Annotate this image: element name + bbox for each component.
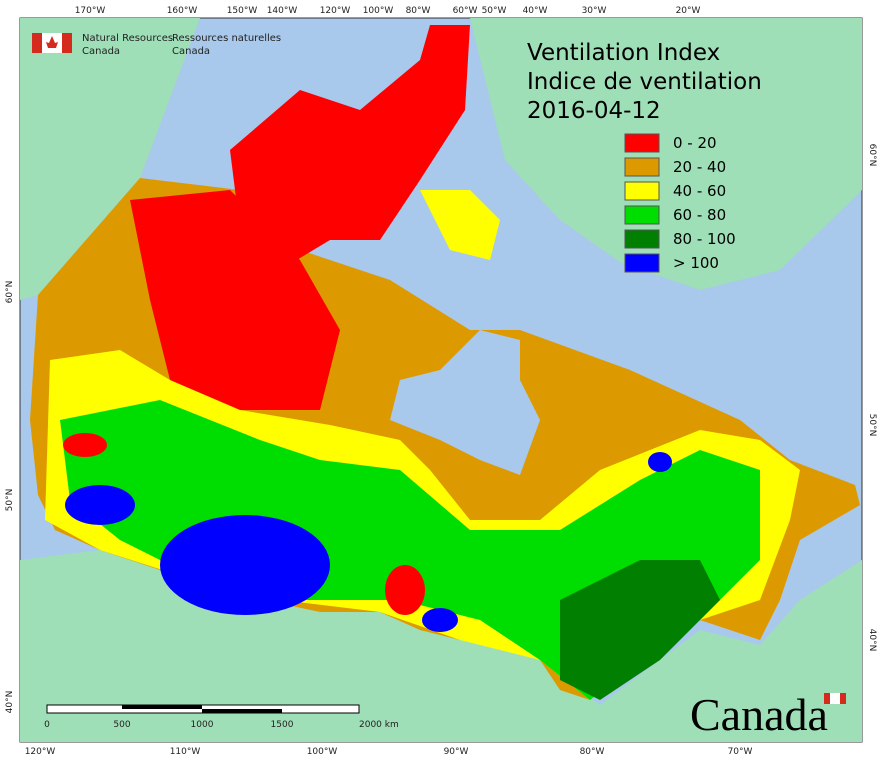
latitude-label: 60°N [5, 281, 15, 304]
legend-label: 0 - 20 [673, 134, 717, 152]
agency-name: Canada [172, 46, 210, 57]
legend-label: > 100 [673, 254, 719, 272]
latitude-label: 50°N [5, 489, 15, 512]
latitude-label: 60°N [867, 144, 877, 167]
legend-swatch [624, 229, 660, 249]
canada-land [30, 25, 860, 700]
latitude-label: 50°N [867, 414, 877, 437]
longitude-label: 100°W [307, 747, 338, 757]
scale-label: 1500 [271, 720, 294, 730]
legend-swatch [624, 157, 660, 177]
agency-name: Ressources naturelles [172, 33, 281, 44]
legend-label: 80 - 100 [673, 230, 736, 248]
title-en: Ventilation Index [527, 40, 720, 66]
scale-label: 1000 [191, 720, 214, 730]
scale-bar-segment [202, 709, 282, 713]
agency-name: Canada [82, 46, 120, 57]
longitude-label: 40°W [523, 6, 548, 16]
legend-label: 60 - 80 [673, 206, 726, 224]
longitude-label: 20°W [676, 6, 701, 16]
wordmark-flag [830, 693, 840, 704]
longitude-label: 150°W [227, 6, 258, 16]
longitude-label: 100°W [363, 6, 394, 16]
legend-label: 20 - 40 [673, 158, 726, 176]
agency-name: Natural Resources [82, 33, 173, 44]
scale-label: 0 [44, 720, 50, 730]
longitude-label: 120°W [320, 6, 351, 16]
longitude-label: 140°W [267, 6, 298, 16]
longitude-label: 170°W [75, 6, 106, 16]
longitude-label: 30°W [582, 6, 607, 16]
longitude-label: 80°W [406, 6, 431, 16]
legend-swatch [624, 253, 660, 273]
map-date: 2016-04-12 [527, 98, 661, 124]
legend-label: 40 - 60 [673, 182, 726, 200]
longitude-label: 60°W [453, 6, 478, 16]
longitude-label: 50°W [482, 6, 507, 16]
longitude-label: 160°W [167, 6, 198, 16]
longitude-label: 70°W [728, 747, 753, 757]
legend-swatch [624, 133, 660, 153]
scale-bar-segment [122, 705, 202, 709]
longitude-label: 120°W [25, 747, 56, 757]
longitude-label: 80°W [580, 747, 605, 757]
legend-swatch [624, 181, 660, 201]
scale-label: 500 [113, 720, 130, 730]
scale-label: 2000 km [359, 720, 399, 730]
legend-swatch [624, 205, 660, 225]
latitude-label: 40°N [5, 691, 15, 714]
latitude-label: 40°N [867, 629, 877, 652]
title-fr: Indice de ventilation [527, 69, 762, 95]
canada-wordmark: Canada [690, 689, 828, 740]
longitude-label: 110°W [170, 747, 201, 757]
longitude-label: 90°W [444, 747, 469, 757]
agency-logo [32, 33, 72, 53]
